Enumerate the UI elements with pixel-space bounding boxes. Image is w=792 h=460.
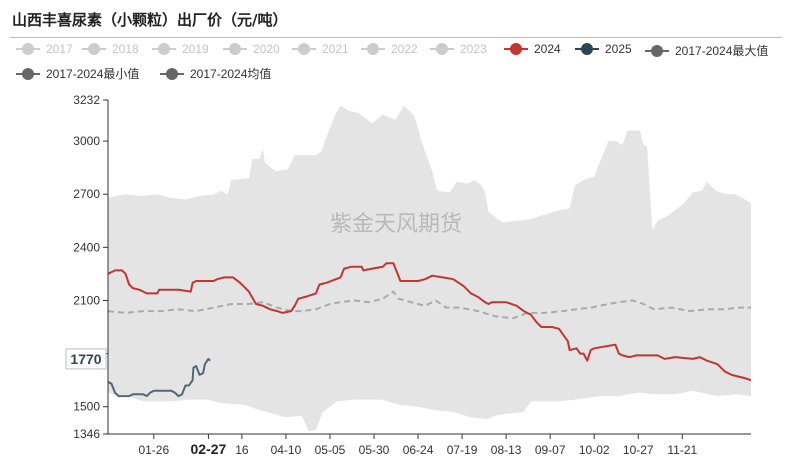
legend-item-2024[interactable]: 2024 xyxy=(504,42,561,56)
axis-pointer-label: 1770 xyxy=(70,351,101,367)
x-tick-label: 11-21 xyxy=(667,443,697,457)
legend-marker-icon xyxy=(430,42,454,56)
x-tick-label: 05-05 xyxy=(315,443,346,457)
legend-label: 2018 xyxy=(112,42,139,56)
x-tick-label: 08-13 xyxy=(491,443,522,457)
x-tick-label: 01-26 xyxy=(138,443,169,457)
x-tick-label: 06-24 xyxy=(403,443,434,457)
legend-label: 2017-2024最大值 xyxy=(675,44,769,58)
legend-marker-icon xyxy=(160,67,184,81)
x-tick-label: 05-30 xyxy=(359,443,390,457)
legend-marker-icon xyxy=(152,42,176,56)
legend-item-2019[interactable]: 2019 xyxy=(152,42,209,56)
x-tick-label: 04-10 xyxy=(271,443,302,457)
legend-label: 2019 xyxy=(182,42,209,56)
legend-marker-icon xyxy=(16,42,40,56)
legend-marker-icon xyxy=(575,42,599,56)
legend-label: 2020 xyxy=(253,42,280,56)
legend-item-2020[interactable]: 2020 xyxy=(223,42,280,56)
y-tick-label: 1346 xyxy=(73,427,100,441)
legend-label: 2023 xyxy=(460,42,487,56)
legend-label: 2017 xyxy=(46,42,73,56)
legend-item-2022[interactable]: 2022 xyxy=(361,42,418,56)
chart-title: 山西丰喜尿素（小颗粒）出厂价（元/吨） xyxy=(12,11,288,29)
legend-item-2025[interactable]: 2025 xyxy=(575,42,632,56)
average-line xyxy=(107,290,751,320)
legend-label: 2022 xyxy=(391,42,418,56)
legend-item-2018[interactable]: 2018 xyxy=(82,42,139,56)
legend-marker-icon xyxy=(223,42,247,56)
year-series xyxy=(107,262,752,398)
legend-marker-icon xyxy=(504,42,528,56)
y-tick-label: 1500 xyxy=(73,400,100,414)
y-tick-label: 2400 xyxy=(73,240,100,254)
legend-item-2021[interactable]: 2021 xyxy=(292,42,349,56)
legend-label: 2025 xyxy=(605,42,632,56)
legend-item-2023[interactable]: 2023 xyxy=(430,42,487,56)
range-band-area xyxy=(108,105,751,432)
x-tick-label: 09-07 xyxy=(535,443,566,457)
average-series xyxy=(107,290,751,320)
legend-label: 2024 xyxy=(534,42,561,56)
range-band xyxy=(108,105,751,432)
x-tick-label: 10-27 xyxy=(623,443,654,457)
legend-item-2017-2024均值[interactable]: 2017-2024均值 xyxy=(160,65,271,82)
legend-marker-icon xyxy=(82,42,106,56)
axes: 1346 1500 2100 2400 2700 3000 3232 01-26 02-27 16… xyxy=(65,93,751,457)
x-tick-label: 16 xyxy=(235,443,249,457)
title-divider xyxy=(10,37,782,38)
series-line-2025 xyxy=(107,357,211,398)
watermark-text: 紫金天风期货 xyxy=(330,211,462,236)
legend-label: 2017-2024均值 xyxy=(190,67,272,81)
legend-marker-icon xyxy=(16,67,40,81)
series-line-2024 xyxy=(107,262,752,382)
legend-marker-icon xyxy=(361,42,385,56)
y-tick-label: 3232 xyxy=(73,93,100,107)
x-tick-label: 02-27 xyxy=(191,441,227,457)
legend-marker-icon xyxy=(645,44,669,58)
legend-item-2017-2024最大值[interactable]: 2017-2024最大值 xyxy=(645,42,768,59)
legend-marker-icon xyxy=(292,42,316,56)
axis-pointer-box xyxy=(65,348,107,370)
legend-label: 2017-2024最小值 xyxy=(46,67,140,81)
x-tick-label: 07-19 xyxy=(447,443,478,457)
x-tick-label: 10-02 xyxy=(579,443,610,457)
legend-item-2017-2024最小值[interactable]: 2017-2024最小值 xyxy=(16,65,139,82)
y-tick-label: 2700 xyxy=(73,187,100,201)
legend-label: 2021 xyxy=(322,42,349,56)
y-tick-label: 2100 xyxy=(73,293,100,307)
y-tick-label: 3000 xyxy=(73,134,100,148)
legend-item-2017[interactable]: 2017 xyxy=(16,42,73,56)
